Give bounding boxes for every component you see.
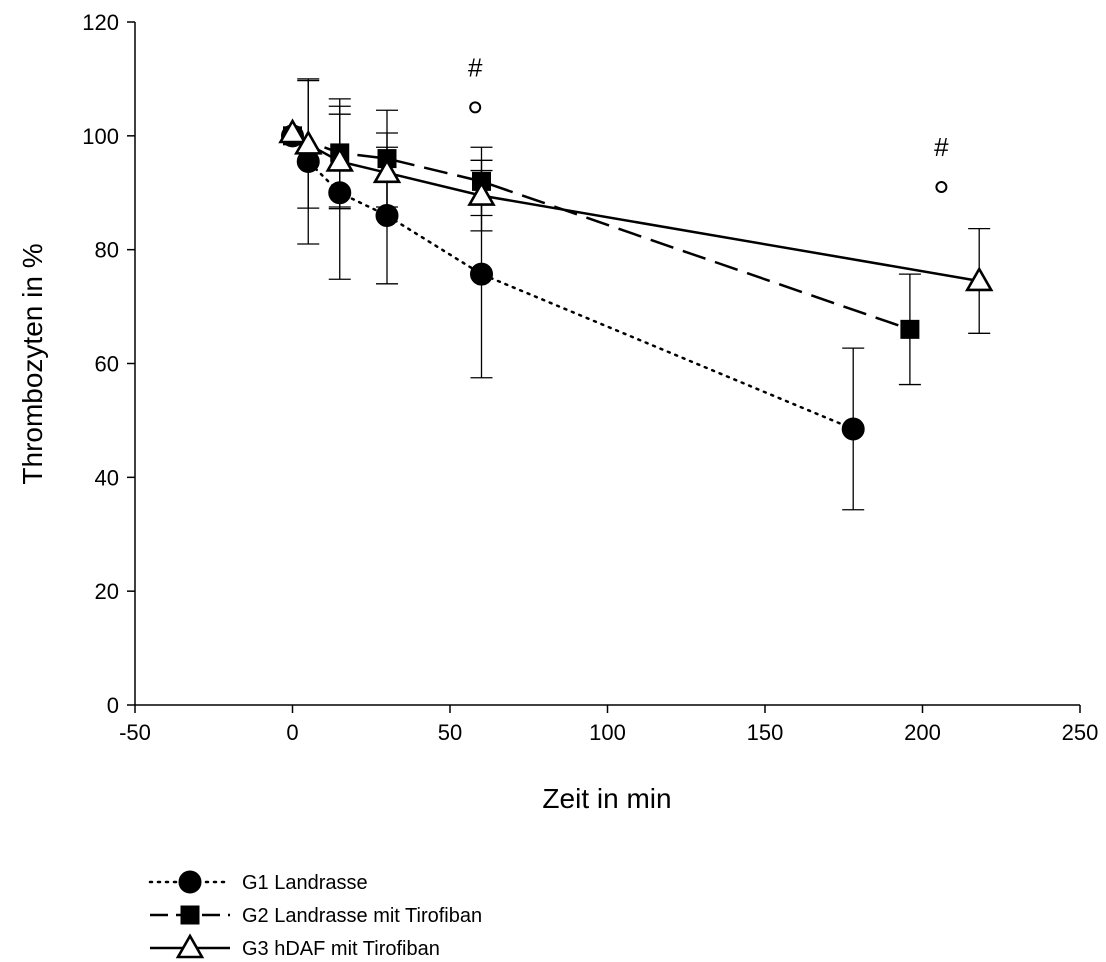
y-axis-title: Thrombozyten in % xyxy=(17,243,48,484)
x-tick-label: 200 xyxy=(904,720,941,745)
y-tick-label: 60 xyxy=(95,352,119,377)
data-point xyxy=(841,417,865,441)
x-tick-label: 250 xyxy=(1062,720,1099,745)
x-tick-label: 100 xyxy=(589,720,626,745)
x-axis-title: Zeit in min xyxy=(542,783,671,814)
series-2 xyxy=(283,98,921,386)
data-point xyxy=(294,129,323,155)
x-tick-label: 150 xyxy=(747,720,784,745)
series-line xyxy=(292,134,911,331)
data-point xyxy=(964,266,994,292)
series-3 xyxy=(278,79,994,334)
data-point xyxy=(278,118,307,144)
y-tick-label: 20 xyxy=(95,579,119,604)
y-tick-label: 0 xyxy=(107,693,119,718)
legend-item-3: G3 hDAF mit Tirofiban xyxy=(150,933,440,960)
hash-mark: # xyxy=(934,132,949,162)
data-point xyxy=(325,146,354,172)
legend-label: G2 Landrasse mit Tirofiban xyxy=(242,905,482,927)
legend-marker xyxy=(175,933,205,959)
data-point xyxy=(372,158,402,184)
data-point xyxy=(900,319,920,339)
series-1 xyxy=(281,78,865,511)
legend-label: G1 Landrasse xyxy=(242,872,368,894)
legend-item-2: G2 Landrasse mit Tirofiban xyxy=(150,905,482,927)
legend-marker xyxy=(178,870,202,894)
legend-label: G3 hDAF mit Tirofiban xyxy=(242,938,440,960)
degree-mark xyxy=(469,101,482,114)
y-tick-label: 40 xyxy=(95,465,119,490)
legend: G1 Landrasse G2 Landrasse mit Tirofiban G3… xyxy=(148,870,482,960)
y-tick-label: 120 xyxy=(82,10,119,35)
legend-item-1: G1 Landrasse xyxy=(148,870,368,894)
data-point xyxy=(467,180,496,206)
x-tick-label: -50 xyxy=(119,720,151,745)
y-tick-label: 100 xyxy=(82,124,119,149)
x-tick-label: 0 xyxy=(286,720,298,745)
degree-mark xyxy=(935,181,948,194)
x-tick-label: 50 xyxy=(438,720,462,745)
y-tick-label: 80 xyxy=(95,238,119,263)
data-point xyxy=(470,262,493,286)
legend-marker xyxy=(180,905,200,925)
annotations: ## xyxy=(468,53,949,194)
series-layer xyxy=(278,78,994,511)
hash-mark: # xyxy=(468,53,483,83)
